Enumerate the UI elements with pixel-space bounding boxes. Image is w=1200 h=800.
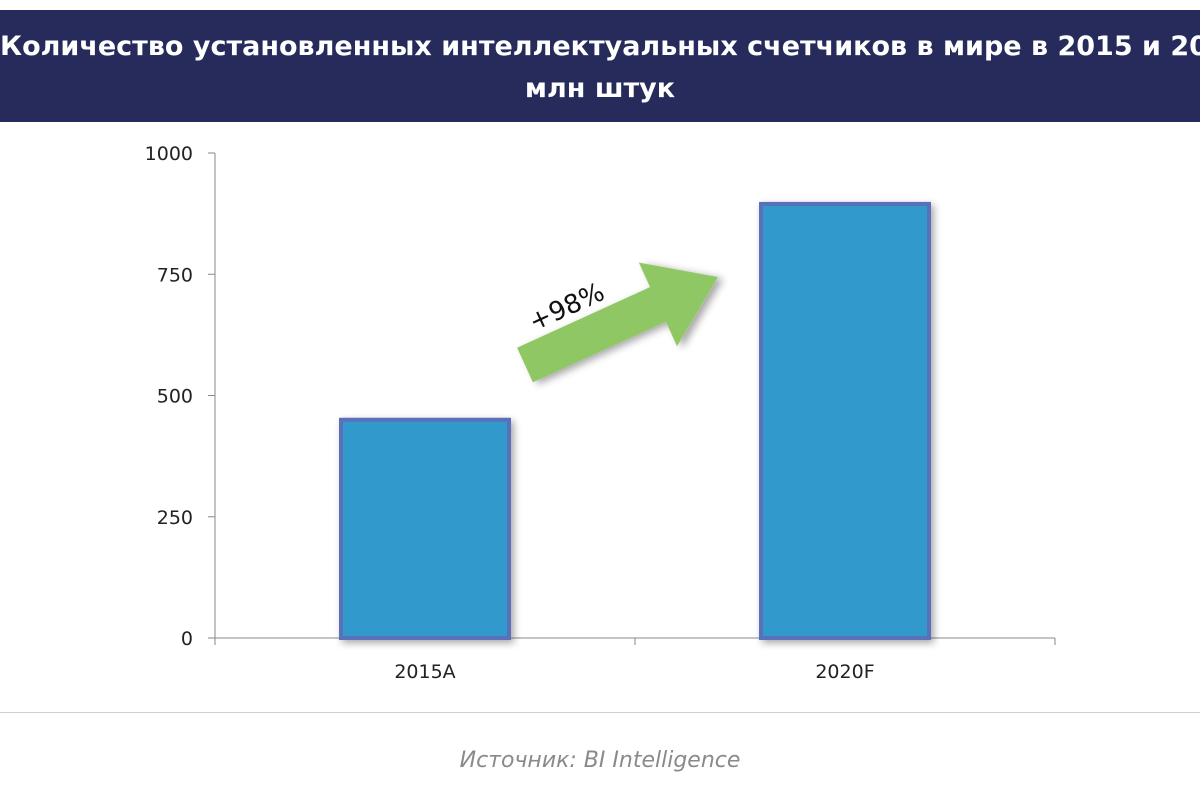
growth-annotation: +98% (517, 262, 719, 383)
bar-2020F (759, 201, 931, 641)
chart-title: Количество установленных интеллектуальны… (0, 31, 1200, 62)
source-caption: Источник: BI Intelligence (459, 748, 741, 773)
y-axis: 0 250 500 750 1000 (145, 143, 216, 650)
y-tick-label: 750 (157, 264, 193, 286)
x-tick-label: 2015A (394, 661, 455, 683)
y-tick-label: 500 (157, 386, 193, 408)
chart-subtitle: млн штук (524, 73, 676, 104)
growth-arrow (517, 262, 719, 383)
y-tick-label: 0 (181, 628, 193, 650)
title-banner: Количество установленных интеллектуальны… (0, 10, 1200, 122)
bottom-divider (0, 712, 1200, 713)
bars: 2015A 2020F (339, 201, 931, 683)
y-tick-label: 250 (157, 507, 193, 529)
growth-arrow-group: +98% (517, 262, 719, 383)
x-tick-label: 2020F (815, 661, 874, 683)
y-tick-label: 1000 (145, 143, 193, 165)
top-strip (0, 0, 1200, 10)
bar-2015A (339, 417, 511, 640)
bar-chart: 0 250 500 750 1000 2015A 2020F +98% (145, 143, 1056, 683)
